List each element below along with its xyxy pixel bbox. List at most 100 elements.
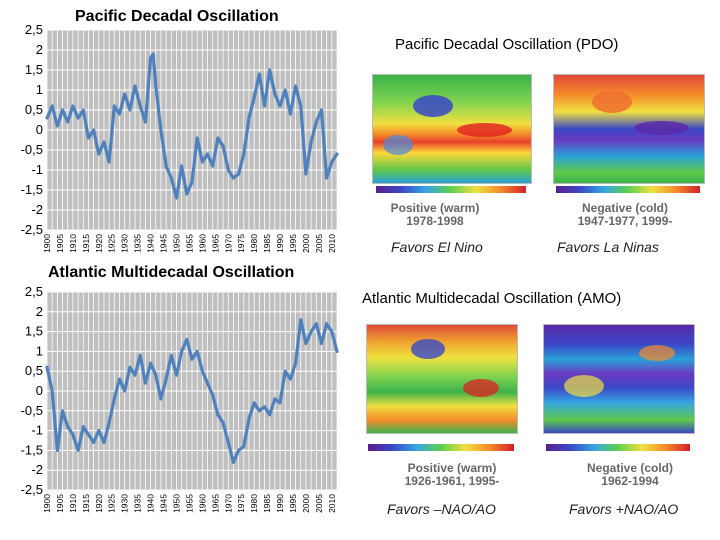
amo-x-tick-label: 1900 xyxy=(42,494,52,513)
amo-data-point xyxy=(242,445,245,448)
pdo-data-point xyxy=(154,84,157,88)
amo-y-tick-label: 1,5 xyxy=(25,324,43,339)
pdo-data-point xyxy=(185,192,189,196)
pdo-x-tick-label: 1920 xyxy=(94,234,104,253)
pdo-data-point xyxy=(330,160,334,164)
amo-data-point xyxy=(128,366,132,369)
amo-data-point xyxy=(206,381,209,385)
pdo-x-tick-label: 1975 xyxy=(236,234,246,253)
pdo-positive-color-scale xyxy=(376,186,526,193)
pdo-data-point xyxy=(151,52,155,56)
amo-positive-years: 1926-1961, 1995- xyxy=(404,474,500,488)
pdo-data-point xyxy=(133,84,137,88)
pdo-data-point xyxy=(325,176,328,180)
pdo-data-point xyxy=(237,172,240,176)
amo-x-tick-label: 1960 xyxy=(197,494,207,513)
amo-positive-label: Positive (warm) xyxy=(407,461,497,475)
amo-positive-color-scale xyxy=(368,444,514,451)
pdo-data-point xyxy=(289,112,292,116)
amo-data-point xyxy=(190,358,194,361)
amo-y-tick-label: 0,5 xyxy=(25,363,43,378)
amo-x-tick-label: 1935 xyxy=(133,494,143,513)
pdo-data-point xyxy=(294,84,297,88)
pdo-data-point xyxy=(258,72,261,76)
pdo-y-tick-label: 1 xyxy=(36,82,43,97)
amo-data-point xyxy=(247,417,251,420)
pdo-data-point xyxy=(50,104,54,108)
amo-data-point xyxy=(227,441,230,444)
amo-data-point xyxy=(268,413,271,416)
pdo-data-point xyxy=(201,160,204,164)
amo-data-point xyxy=(71,433,75,436)
pdo-data-point xyxy=(242,152,245,156)
amo-data-point xyxy=(278,401,282,405)
amo-x-tick-label: 2005 xyxy=(314,494,324,513)
amo-negative-map xyxy=(543,324,695,434)
amo-data-point xyxy=(123,389,126,393)
pdo-y-tick-label: 0 xyxy=(36,122,43,137)
amo-y-tick-label: -1,5 xyxy=(21,442,43,457)
amo-data-point xyxy=(76,449,80,452)
pdo-data-point xyxy=(144,120,147,124)
pdo-data-point xyxy=(284,88,287,92)
pdo-data-point xyxy=(299,104,302,108)
pdo-data-point xyxy=(304,172,308,176)
pdo-data-point xyxy=(45,116,49,120)
amo-data-point xyxy=(221,421,225,424)
pdo-data-point xyxy=(320,108,323,112)
pdo-positive-map xyxy=(372,74,532,184)
pdo-negative-map xyxy=(553,74,705,184)
amo-x-tick-label: 1985 xyxy=(262,494,272,513)
pdo-x-tick-label: 1915 xyxy=(81,234,91,253)
amo-x-tick-label: 1975 xyxy=(236,494,246,513)
pdo-y-tick-label: 1,5 xyxy=(25,62,43,77)
amo-data-point xyxy=(92,441,95,444)
amo-data-point xyxy=(232,461,235,464)
pdo-data-point xyxy=(232,176,235,180)
pdo-data-point xyxy=(92,128,95,132)
amo-data-point xyxy=(294,362,297,365)
amo-x-tick-label: 1915 xyxy=(81,494,91,513)
amo-panel-title: Atlantic Multidecadal Oscillation (AMO) xyxy=(362,290,622,307)
pdo-x-tick-label: 1935 xyxy=(133,234,143,253)
pdo-data-point xyxy=(252,96,256,100)
pdo-x-tick-label: 1950 xyxy=(171,234,181,253)
amo-y-tick-label: 2 xyxy=(36,304,43,319)
pdo-x-tick-label: 1940 xyxy=(146,234,156,253)
pdo-x-tick-label: 1945 xyxy=(159,234,169,253)
pdo-y-tick-label: -2,5 xyxy=(21,222,43,237)
amo-x-tick-label: 1905 xyxy=(55,494,65,513)
amo-x-tick-label: 1910 xyxy=(68,494,78,513)
pdo-y-tick-label: 2,5 xyxy=(25,22,43,37)
amo-data-point xyxy=(159,397,163,401)
pdo-x-tick-label: 1985 xyxy=(262,234,272,253)
pdo-x-tick-label: 1955 xyxy=(184,234,194,253)
pdo-data-point xyxy=(97,152,100,156)
pdo-data-point xyxy=(315,120,318,124)
amo-x-tick-label: 2000 xyxy=(301,494,311,513)
pdo-y-tick-label: -1 xyxy=(31,162,43,177)
amo-data-point xyxy=(195,350,199,353)
pdo-data-point xyxy=(227,168,230,172)
amo-data-point xyxy=(201,370,204,373)
pdo-x-tick-label: 1905 xyxy=(55,234,65,253)
pdo-data-point xyxy=(263,104,266,108)
amo-data-point xyxy=(284,370,287,373)
amo-data-point xyxy=(56,449,59,452)
pdo-data-point xyxy=(309,140,313,144)
amo-data-point xyxy=(185,338,189,341)
amo-data-point xyxy=(45,366,49,369)
amo-data-point xyxy=(258,409,261,412)
pdo-negative-label: Negative (cold) xyxy=(581,201,668,215)
pdo-x-tick-label: 2005 xyxy=(314,234,324,253)
amo-data-point xyxy=(335,350,339,353)
pdo-data-point xyxy=(118,112,121,116)
amo-data-point xyxy=(211,393,214,397)
amo-data-point xyxy=(139,354,142,357)
amo-data-point xyxy=(299,318,302,321)
amo-y-tick-label: 0 xyxy=(36,383,43,398)
amo-positive-map xyxy=(366,324,518,434)
amo-data-point xyxy=(102,441,106,444)
pdo-data-point xyxy=(107,160,111,164)
